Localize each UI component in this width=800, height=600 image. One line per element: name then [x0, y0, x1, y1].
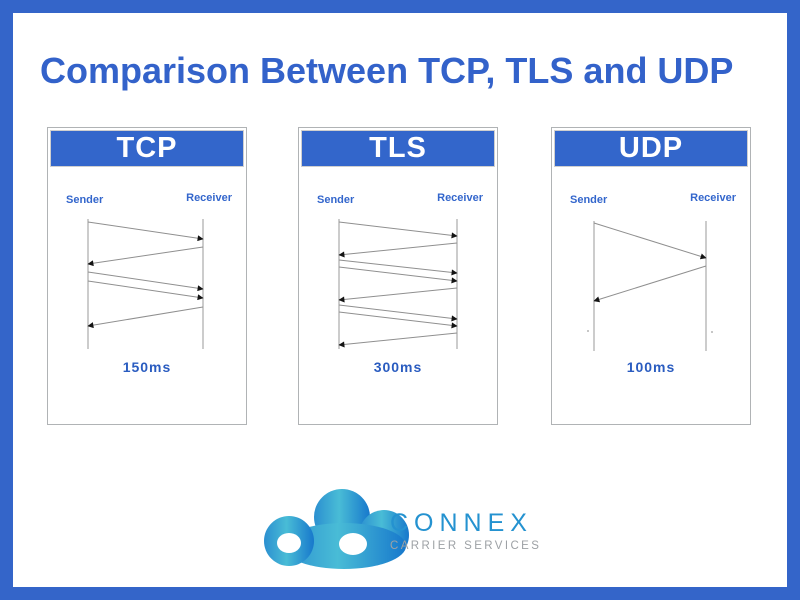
connex-logo: CONNEX CARRIER SERVICES — [256, 480, 556, 576]
udp-time-label: 100ms — [626, 359, 676, 375]
logo-brand: CONNEX — [390, 509, 533, 538]
logo-text: CONNEX CARRIER SERVICES — [390, 510, 541, 552]
panel-tcp: TCP Sender Receiver 150ms — [47, 127, 247, 425]
cloud-infinity-icon — [264, 489, 409, 569]
panel-tls: TLS Sender Receiver 300ms — [298, 127, 498, 425]
panel-udp-header: UDP — [554, 130, 748, 167]
tcp-sender-label: Sender — [66, 194, 104, 206]
udp-sender-label: Sender — [570, 194, 608, 206]
tcp-sequence-diagram — [87, 219, 204, 349]
panel-udp: UDP Sender Receiver 100ms — [551, 127, 751, 425]
udp-receiver-label: Receiver — [690, 192, 736, 204]
panel-tcp-header: TCP — [50, 130, 244, 167]
tls-sender-label: Sender — [317, 194, 355, 206]
tls-sequence-diagram — [338, 219, 458, 349]
tcp-receiver-label: Receiver — [186, 192, 232, 204]
page-title: Comparison Between TCP, TLS and UDP — [40, 50, 734, 91]
tls-receiver-label: Receiver — [437, 192, 483, 204]
tls-time-label: 300ms — [373, 359, 423, 375]
panel-tls-header: TLS — [301, 130, 495, 167]
udp-sequence-diagram — [587, 221, 713, 351]
tcp-time-label: 150ms — [122, 359, 172, 375]
logo-tagline: CARRIER SERVICES — [390, 539, 542, 552]
